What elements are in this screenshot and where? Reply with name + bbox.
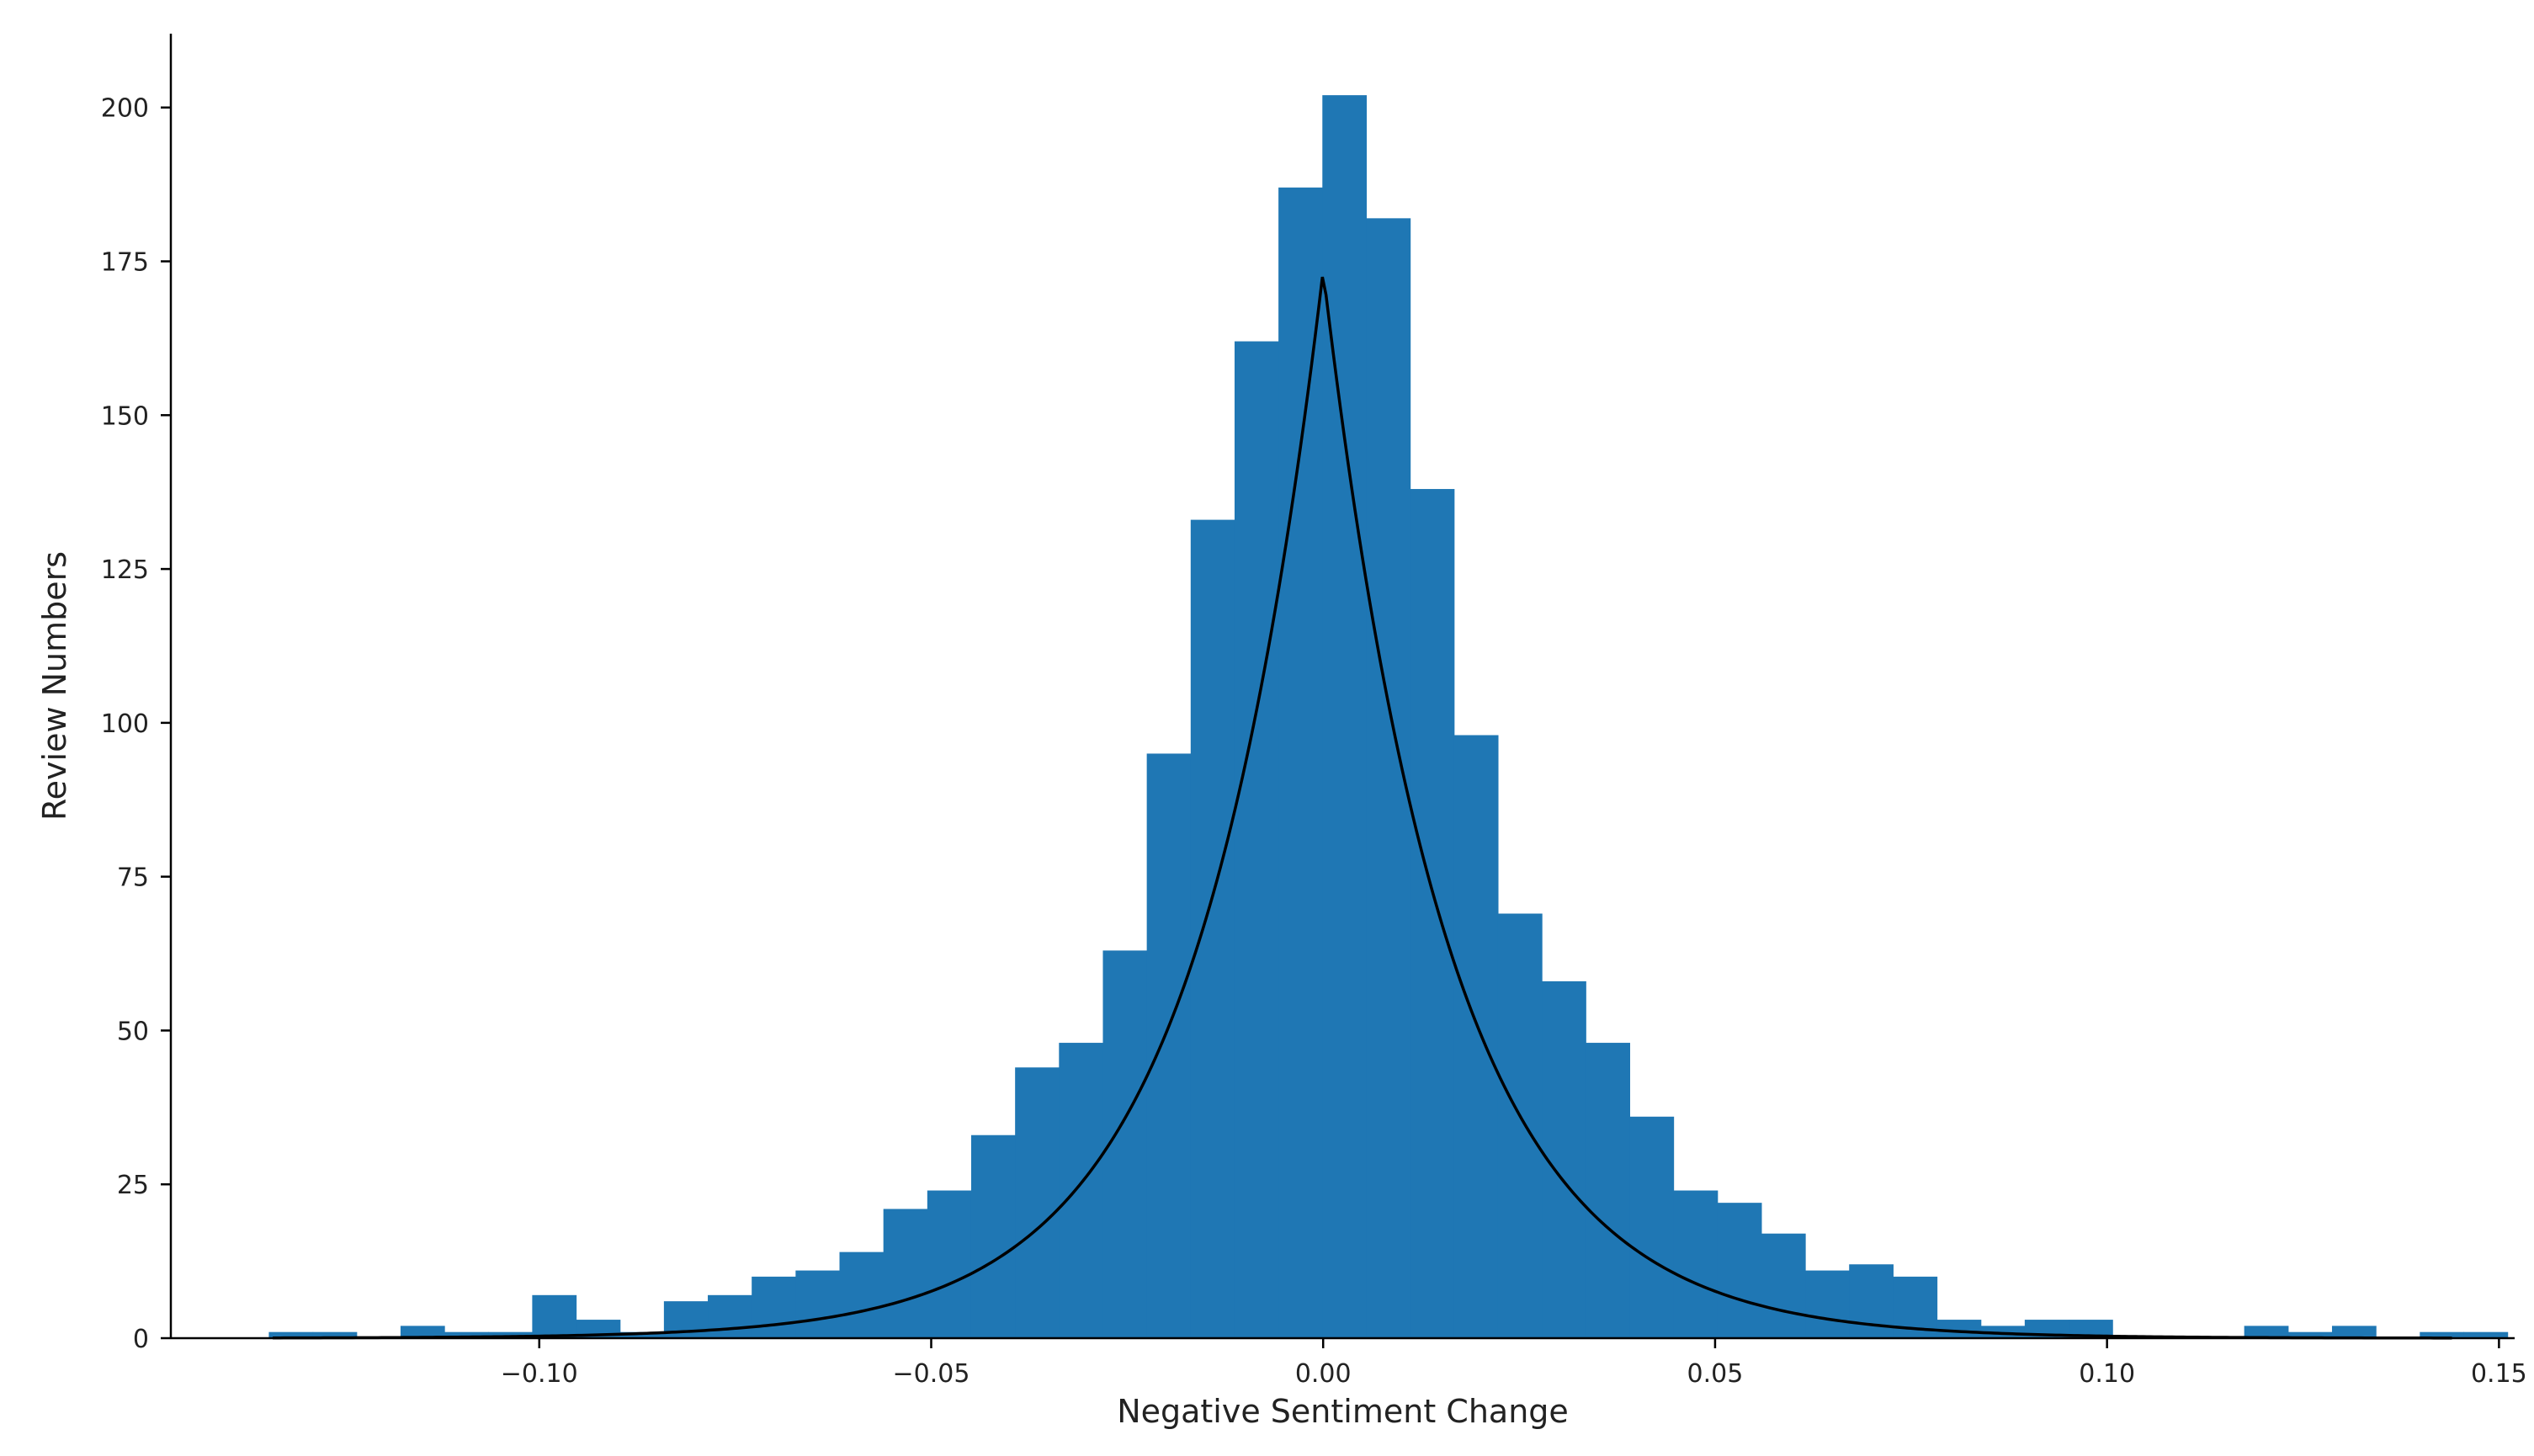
histogram-bar xyxy=(312,1331,358,1338)
histogram-bar xyxy=(752,1276,796,1338)
y-axis-title: Review Numbers xyxy=(36,551,73,821)
histogram-bar xyxy=(839,1251,885,1338)
histogram-bar xyxy=(927,1190,972,1338)
y-tick-label: 0 xyxy=(133,1325,149,1354)
y-tick-label: 25 xyxy=(117,1171,149,1200)
histogram-bar xyxy=(2244,1326,2289,1338)
histogram-bar xyxy=(883,1209,928,1338)
histogram-bar xyxy=(970,1135,1016,1338)
histogram-bar xyxy=(400,1326,445,1338)
histogram-bar xyxy=(1059,1043,1104,1338)
histogram-bar xyxy=(1629,1116,1675,1338)
fit-curve xyxy=(273,276,2452,1340)
y-tick-label: 175 xyxy=(101,248,149,278)
histogram-bar xyxy=(1586,1043,1631,1338)
histogram-bar xyxy=(1278,187,1323,1339)
histogram-bar xyxy=(532,1294,577,1338)
histogram-bar xyxy=(1015,1067,1060,1338)
histogram-bar xyxy=(1234,341,1279,1338)
x-tick-label: 0.00 xyxy=(1295,1359,1352,1389)
histogram-bar xyxy=(1673,1190,1719,1338)
x-tick-label: −0.10 xyxy=(501,1359,578,1389)
histogram-bar xyxy=(268,1331,314,1338)
histogram-bar xyxy=(2463,1331,2509,1338)
histogram-bar xyxy=(708,1294,752,1338)
x-axis-ticks: −0.10 −0.05 0.00 0.05 0.10 0.15 xyxy=(501,1338,2527,1389)
histogram-bar xyxy=(1146,753,1192,1338)
y-tick-label: 200 xyxy=(101,94,149,124)
histogram-bar xyxy=(1936,1320,1982,1338)
histogram-bar xyxy=(1761,1233,1806,1338)
histogram-bar xyxy=(1805,1270,1850,1338)
y-tick-label: 75 xyxy=(117,864,149,893)
histogram-bar xyxy=(1410,489,1455,1338)
y-axis-ticks: 0 25 50 75 100 125 150 175 200 xyxy=(101,94,171,1354)
x-tick-label: 0.15 xyxy=(2471,1359,2527,1389)
histogram-bar xyxy=(1190,519,1235,1338)
x-tick-label: −0.05 xyxy=(893,1359,970,1389)
y-tick-label: 100 xyxy=(101,709,149,739)
x-axis-title: Negative Sentiment Change xyxy=(1117,1393,1569,1430)
histogram-bar xyxy=(2287,1331,2333,1338)
histogram-bar xyxy=(2069,1320,2113,1338)
histogram-bar xyxy=(1497,913,1543,1338)
histogram-bar xyxy=(619,1331,665,1338)
y-tick-label: 150 xyxy=(101,401,149,431)
y-tick-label: 125 xyxy=(101,555,149,585)
histogram-bar xyxy=(2420,1331,2465,1338)
histogram-bar xyxy=(1322,95,1368,1339)
x-tick-label: 0.05 xyxy=(1687,1359,1744,1389)
y-tick-label: 50 xyxy=(117,1017,149,1046)
histogram-bar xyxy=(444,1331,489,1338)
histogram-bar xyxy=(1717,1203,1762,1338)
histogram-bar xyxy=(2331,1326,2377,1338)
x-tick-label: 0.10 xyxy=(2079,1359,2135,1389)
histogram-bar xyxy=(1453,735,1499,1338)
histogram-bar xyxy=(795,1270,841,1338)
histogram-bars xyxy=(268,95,2509,1339)
